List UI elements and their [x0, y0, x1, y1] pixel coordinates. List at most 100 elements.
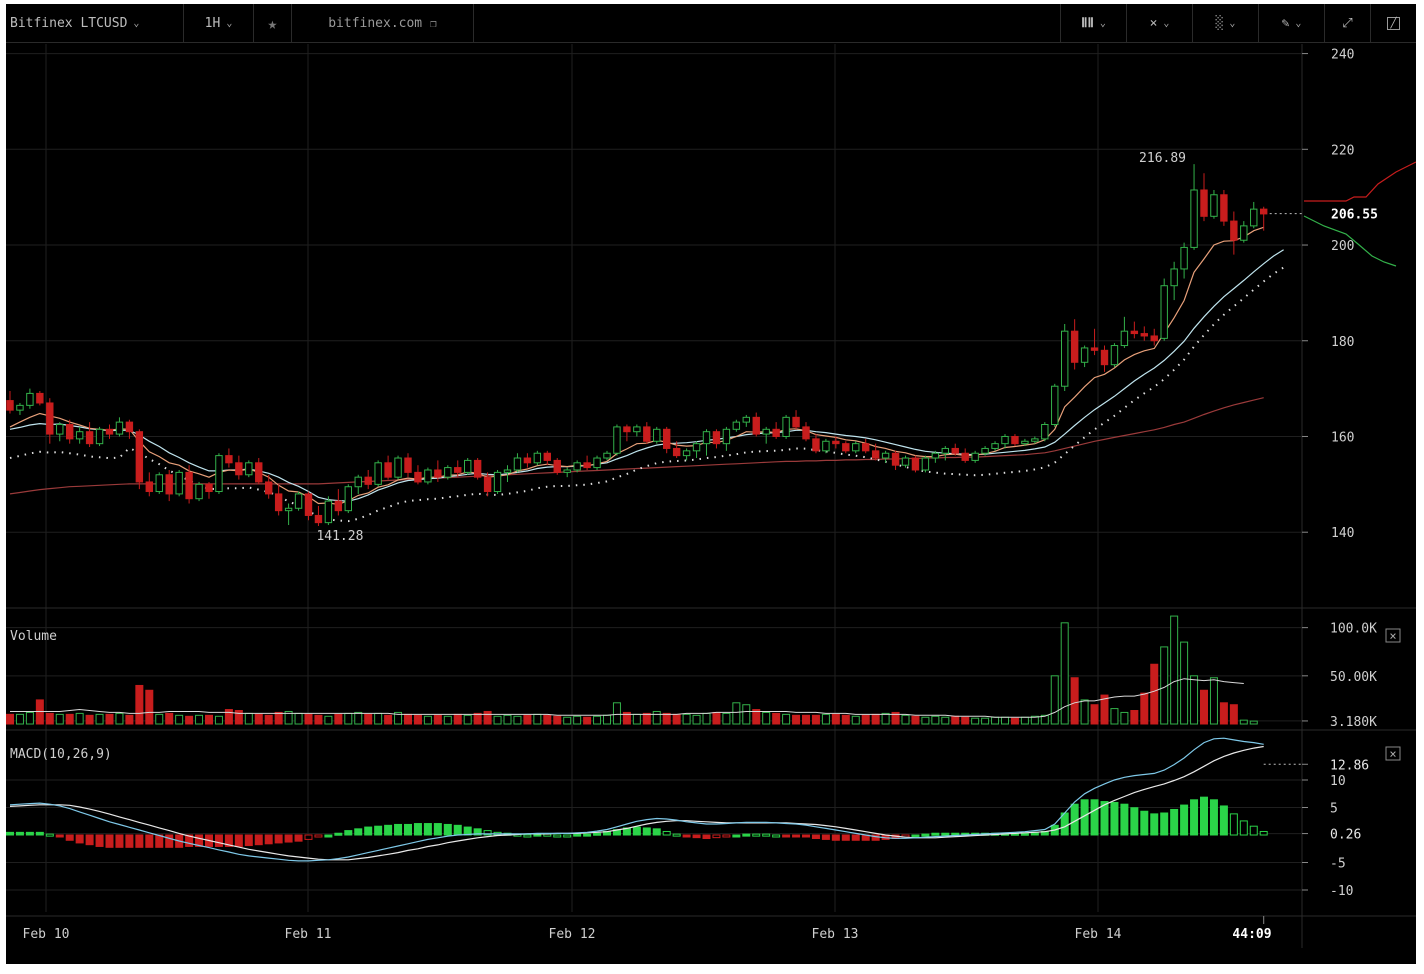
macd-histogram-bar: [35, 831, 44, 836]
macd-tick-label: -5: [1330, 857, 1346, 872]
volume-tick-label: 50.00K: [1330, 670, 1377, 685]
candle-down: [205, 483, 213, 493]
macd-histogram-bar: [324, 834, 333, 838]
candle-up: [374, 462, 382, 485]
volume-bar: [374, 712, 383, 725]
volume-bar: [573, 715, 582, 725]
volume-bar: [244, 712, 253, 725]
candle-down: [46, 402, 54, 435]
candle-up: [1080, 347, 1089, 363]
macd-histogram-bar: [354, 828, 363, 836]
source-link[interactable]: bitfinex.com ❐: [292, 4, 474, 42]
candle-up: [653, 428, 661, 442]
candle-down: [891, 452, 900, 466]
candle-up: [215, 455, 223, 493]
macd-histogram-bar: [374, 825, 383, 836]
macd-histogram-bar: [334, 832, 343, 836]
macd-histogram-bar: [1239, 820, 1248, 836]
candle-down: [165, 474, 173, 495]
macd-histogram-bar: [433, 823, 442, 836]
chevron-down-icon: ⌄: [1099, 17, 1106, 29]
volume-bar: [224, 709, 233, 725]
macd-histogram-bar: [911, 834, 920, 838]
screenshot-button[interactable]: ╱: [1370, 4, 1416, 42]
chevron-down-icon: ⌄: [1229, 17, 1236, 29]
macd-histogram-bar: [274, 834, 283, 844]
candle-down: [951, 447, 959, 454]
indicators-icon: ⨯: [1149, 15, 1158, 31]
candle-down: [454, 467, 462, 473]
compare-button[interactable]: ░ ⌄: [1192, 4, 1258, 42]
macd-histogram-bar: [1219, 805, 1228, 836]
volume-bar: [433, 714, 442, 725]
volume-bar: [324, 715, 333, 725]
macd-histogram-bar: [752, 833, 761, 837]
candle-down: [85, 431, 94, 445]
volume-bar: [891, 711, 900, 725]
drawing-button[interactable]: ✎ ⌄: [1258, 4, 1324, 42]
macd-histogram-bar: [294, 834, 303, 842]
volume-bar: [314, 714, 323, 725]
price-tick-label: 220: [1331, 143, 1354, 158]
volume-bar: [1120, 711, 1129, 725]
star-button[interactable]: ★: [254, 4, 292, 42]
macd-histogram-bar: [573, 833, 582, 837]
macd-histogram-bar: [831, 834, 840, 841]
macd-histogram-bar: [1180, 804, 1189, 836]
macd-histogram-bar: [165, 834, 174, 848]
source-label: bitfinex.com: [328, 15, 423, 31]
volume-bar: [543, 714, 552, 725]
macd-histogram-bar: [145, 834, 154, 848]
volume-bar: [831, 713, 840, 725]
volume-bar: [682, 713, 691, 725]
volume-bar: [911, 715, 920, 725]
volume-bar: [1130, 710, 1139, 725]
macd-histogram-bar: [1140, 810, 1149, 836]
candle-up: [1001, 435, 1009, 445]
candle-down: [1100, 349, 1109, 366]
price-tick-label: 200: [1331, 239, 1354, 254]
symbol-selector[interactable]: Bitfinex LTCUSD ⌄: [6, 4, 184, 42]
candle-down: [334, 500, 343, 512]
volume-bar: [1001, 716, 1009, 725]
volume-bar: [6, 713, 14, 725]
candle-up: [1021, 440, 1029, 445]
volume-bar: [394, 711, 403, 725]
volume-bar: [135, 684, 144, 725]
volume-bar: [752, 709, 761, 725]
candle-up: [822, 440, 830, 452]
interval-selector[interactable]: 1H ⌄: [184, 4, 254, 42]
chevron-down-icon: ⌄: [1163, 17, 1170, 29]
star-icon: ★: [267, 13, 278, 33]
volume-bar: [1070, 677, 1079, 725]
macd-histogram-bar: [115, 834, 124, 848]
time-tick-label: Feb 14: [1075, 927, 1122, 942]
chevron-down-icon: ⌄: [133, 17, 140, 29]
candle-up: [1240, 225, 1248, 241]
macd-histogram-bar: [563, 834, 572, 838]
candle-down: [543, 452, 551, 461]
macd-histogram-bar: [195, 834, 204, 847]
macd-histogram-bar: [1150, 813, 1159, 836]
candle-up: [493, 471, 502, 493]
candle-up: [782, 416, 790, 437]
candle-up: [1061, 330, 1069, 387]
chart-canvas[interactable]: 240 220 200 180 160 140 216.89 141.28 206.55 Volu…: [6, 4, 1416, 964]
macd-histogram-bar: [762, 833, 771, 837]
volume-bar: [413, 714, 422, 725]
candle-up: [852, 443, 860, 452]
volume-bar: [1200, 689, 1208, 725]
macd-histogram-bar: [6, 831, 14, 836]
volume-bar: [1100, 694, 1109, 725]
bar-style-button[interactable]: ⅡⅡ ⌄: [1060, 4, 1126, 42]
volume-bar: [1010, 717, 1019, 725]
macd-histogram-bar: [304, 834, 313, 840]
indicators-button[interactable]: ⨯ ⌄: [1126, 4, 1192, 42]
volume-bar: [961, 716, 970, 725]
fullscreen-button[interactable]: ⤢: [1324, 4, 1370, 42]
macd-histogram-bar: [155, 834, 164, 848]
volume-bar: [423, 715, 432, 725]
volume-bar: [294, 712, 303, 725]
dotted-indicator-line: [9, 266, 1285, 523]
macd-histogram-bar: [1100, 801, 1109, 836]
